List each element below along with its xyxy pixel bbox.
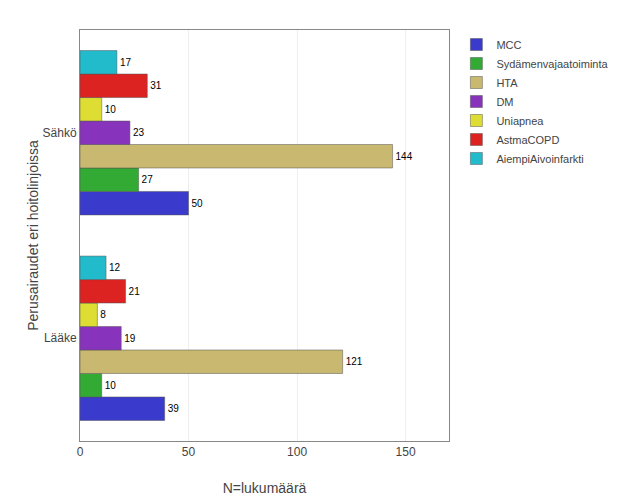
svg-text:100: 100 xyxy=(287,445,307,459)
svg-text:27: 27 xyxy=(142,174,154,185)
svg-text:17: 17 xyxy=(120,57,132,68)
svg-text:Lääke: Lääke xyxy=(44,331,77,345)
svg-text:HTA: HTA xyxy=(496,77,518,89)
svg-text:DM: DM xyxy=(496,96,513,108)
svg-text:19: 19 xyxy=(124,333,136,344)
svg-text:144: 144 xyxy=(396,151,413,162)
svg-text:0: 0 xyxy=(77,445,84,459)
svg-text:21: 21 xyxy=(129,286,141,297)
svg-text:31: 31 xyxy=(150,80,162,91)
svg-text:AiempiAivoinfarkti: AiempiAivoinfarkti xyxy=(496,153,583,165)
svg-text:50: 50 xyxy=(182,445,196,459)
svg-text:10: 10 xyxy=(105,104,117,115)
svg-text:23: 23 xyxy=(133,127,145,138)
svg-text:10: 10 xyxy=(105,380,117,391)
svg-text:8: 8 xyxy=(100,309,106,320)
svg-text:N=lukumäärä: N=lukumäärä xyxy=(223,480,307,496)
svg-text:150: 150 xyxy=(396,445,416,459)
svg-text:Uniapnea: Uniapnea xyxy=(496,115,544,127)
svg-text:MCC: MCC xyxy=(496,39,521,51)
svg-text:Sydämenvajaatoiminta: Sydämenvajaatoiminta xyxy=(496,58,608,70)
svg-text:50: 50 xyxy=(192,198,204,209)
svg-text:39: 39 xyxy=(168,403,180,414)
svg-text:AstmaCOPD: AstmaCOPD xyxy=(496,134,559,146)
svg-text:12: 12 xyxy=(109,262,121,273)
svg-text:Perusairaudet eri hoitolinjois: Perusairaudet eri hoitolinjoissa xyxy=(25,140,41,331)
svg-text:Sähkö: Sähkö xyxy=(43,126,77,140)
svg-text:121: 121 xyxy=(346,356,363,367)
